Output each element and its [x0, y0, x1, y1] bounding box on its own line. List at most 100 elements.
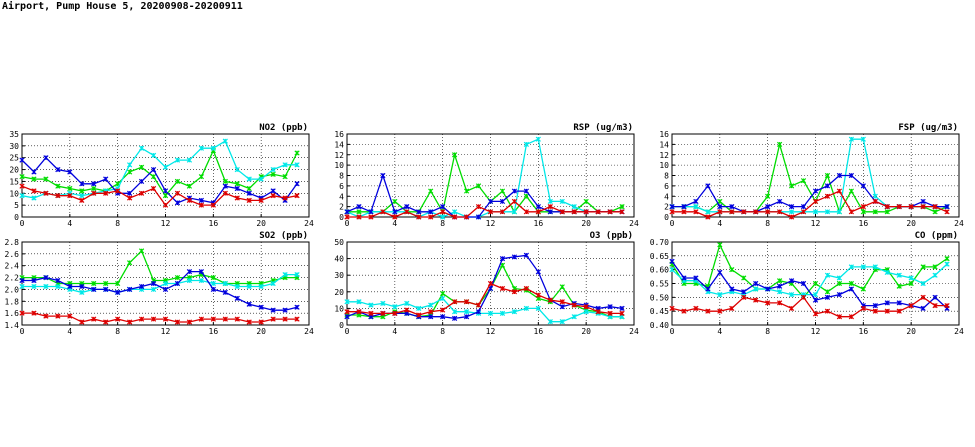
data-point-cyan [523, 141, 529, 147]
data-point-red [788, 305, 795, 312]
data-point-red [896, 308, 902, 314]
x-tick-label: 16 [534, 327, 544, 336]
series-line-cyan [346, 138, 622, 218]
data-point-green [103, 280, 109, 287]
data-point-red [788, 214, 795, 220]
y-tick-label: 0.40 [650, 321, 669, 330]
y-tick-label: 8 [664, 172, 669, 181]
series-line-blue [671, 261, 948, 310]
data-point-blue [115, 289, 121, 296]
data-point-cyan [282, 271, 288, 278]
x-tick-label: 24 [954, 219, 964, 228]
chart-title: O3 (ppb) [590, 231, 633, 241]
x-tick-label: 8 [115, 219, 120, 228]
y-tick-label: 0.60 [650, 266, 669, 275]
data-point-cyan [138, 145, 145, 151]
data-point-blue [788, 204, 795, 210]
data-point-blue [693, 198, 699, 205]
data-point-red [717, 308, 723, 314]
x-tick-label: 8 [440, 219, 445, 228]
data-point-cyan [452, 309, 458, 315]
data-point-red [55, 313, 61, 319]
data-point-red [380, 310, 386, 317]
data-point-green [174, 274, 181, 281]
data-point-green [559, 284, 565, 290]
y-tick-label: 4 [664, 192, 669, 201]
data-point-cyan [404, 300, 410, 307]
data-point-blue [67, 169, 73, 175]
data-point-cyan [908, 275, 914, 281]
data-point-green [523, 193, 529, 199]
data-point-blue [872, 303, 878, 309]
y-tick-label: 2.8 [5, 238, 20, 247]
series-line-cyan [21, 140, 297, 199]
data-point-cyan [270, 166, 276, 173]
data-point-cyan [416, 305, 422, 312]
data-point-cyan [824, 272, 831, 278]
data-point-green [499, 188, 506, 194]
x-tick-label: 4 [392, 219, 397, 228]
series-line-red [672, 190, 948, 218]
data-point-blue [103, 286, 109, 293]
y-tick-label: 8 [339, 172, 344, 181]
data-point-cyan [452, 209, 458, 215]
series-line-green [347, 152, 623, 214]
data-point-cyan [836, 209, 843, 215]
y-tick-label: 6 [664, 182, 669, 191]
series-line-green [347, 263, 622, 318]
data-point-green [824, 289, 831, 295]
data-point-red [246, 197, 252, 204]
data-point-green [127, 169, 133, 175]
data-point-cyan [499, 310, 506, 317]
data-point-cyan [920, 280, 926, 287]
data-point-cyan [535, 136, 541, 142]
data-point-blue [607, 304, 613, 310]
data-point-red [824, 308, 831, 314]
data-point-blue [43, 155, 49, 161]
data-point-blue [452, 315, 458, 321]
data-point-cyan [43, 283, 49, 290]
data-point-blue [162, 286, 169, 293]
data-point-red [944, 209, 950, 215]
series-line-blue [22, 270, 298, 311]
data-point-red [19, 310, 25, 316]
data-point-green [31, 176, 37, 182]
y-tick-label: 0.55 [650, 280, 669, 289]
data-point-cyan [31, 195, 37, 201]
y-tick-label: 16 [334, 130, 344, 139]
data-point-blue [523, 252, 529, 258]
data-point-green [234, 181, 240, 187]
data-point-blue [669, 204, 675, 210]
data-point-blue [499, 198, 506, 205]
data-point-cyan [523, 305, 529, 312]
data-point-red [777, 300, 783, 306]
data-point-red [535, 209, 541, 215]
data-point-cyan [487, 310, 494, 317]
data-point-cyan [270, 280, 276, 287]
data-point-red [705, 214, 711, 220]
data-point-green [138, 164, 145, 170]
data-point-cyan [186, 277, 193, 284]
data-point-red [693, 305, 699, 312]
data-point-green [19, 174, 25, 180]
y-tick-label: 30 [334, 271, 344, 280]
data-point-cyan [440, 214, 446, 220]
data-point-red [344, 309, 350, 315]
data-point-blue [741, 289, 747, 295]
data-point-red [547, 204, 553, 210]
x-tick-label: 0 [345, 327, 350, 336]
y-tick-label: 20 [9, 166, 19, 175]
data-point-red [693, 209, 699, 215]
data-point-red [222, 316, 228, 322]
series-line-green [671, 242, 948, 299]
data-point-red [607, 310, 613, 317]
data-point-red [487, 280, 494, 287]
data-point-green [824, 172, 831, 179]
series-line-red [21, 185, 298, 207]
data-point-blue [138, 178, 145, 185]
data-point-red [115, 316, 121, 322]
data-point-blue [91, 286, 97, 293]
data-point-blue [463, 314, 470, 320]
data-point-green [162, 193, 169, 199]
